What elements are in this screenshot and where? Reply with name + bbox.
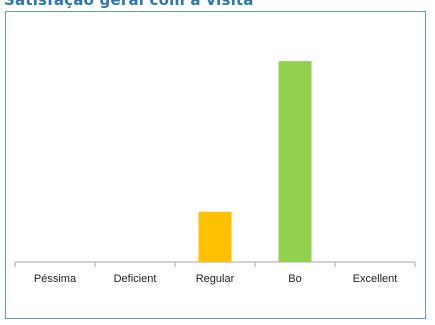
chart-title: Satisfação geral com a visita [4, 0, 254, 8]
x-tick-label: Deficient [114, 273, 157, 285]
x-tick-label: Bo [288, 273, 301, 285]
chart-frame: Péssima Deficient Regular Bo Excellent [5, 11, 426, 319]
bar-2 [198, 211, 232, 262]
chart-title-strip: Satisfação geral com a visita [0, 0, 435, 8]
x-tick-label: Excellent [353, 273, 398, 285]
bar-chart: Péssima Deficient Regular Bo Excellent [14, 61, 416, 285]
x-tick-label: Regular [196, 273, 235, 285]
bar-3 [278, 61, 312, 262]
x-tick-label: Péssima [34, 273, 77, 285]
